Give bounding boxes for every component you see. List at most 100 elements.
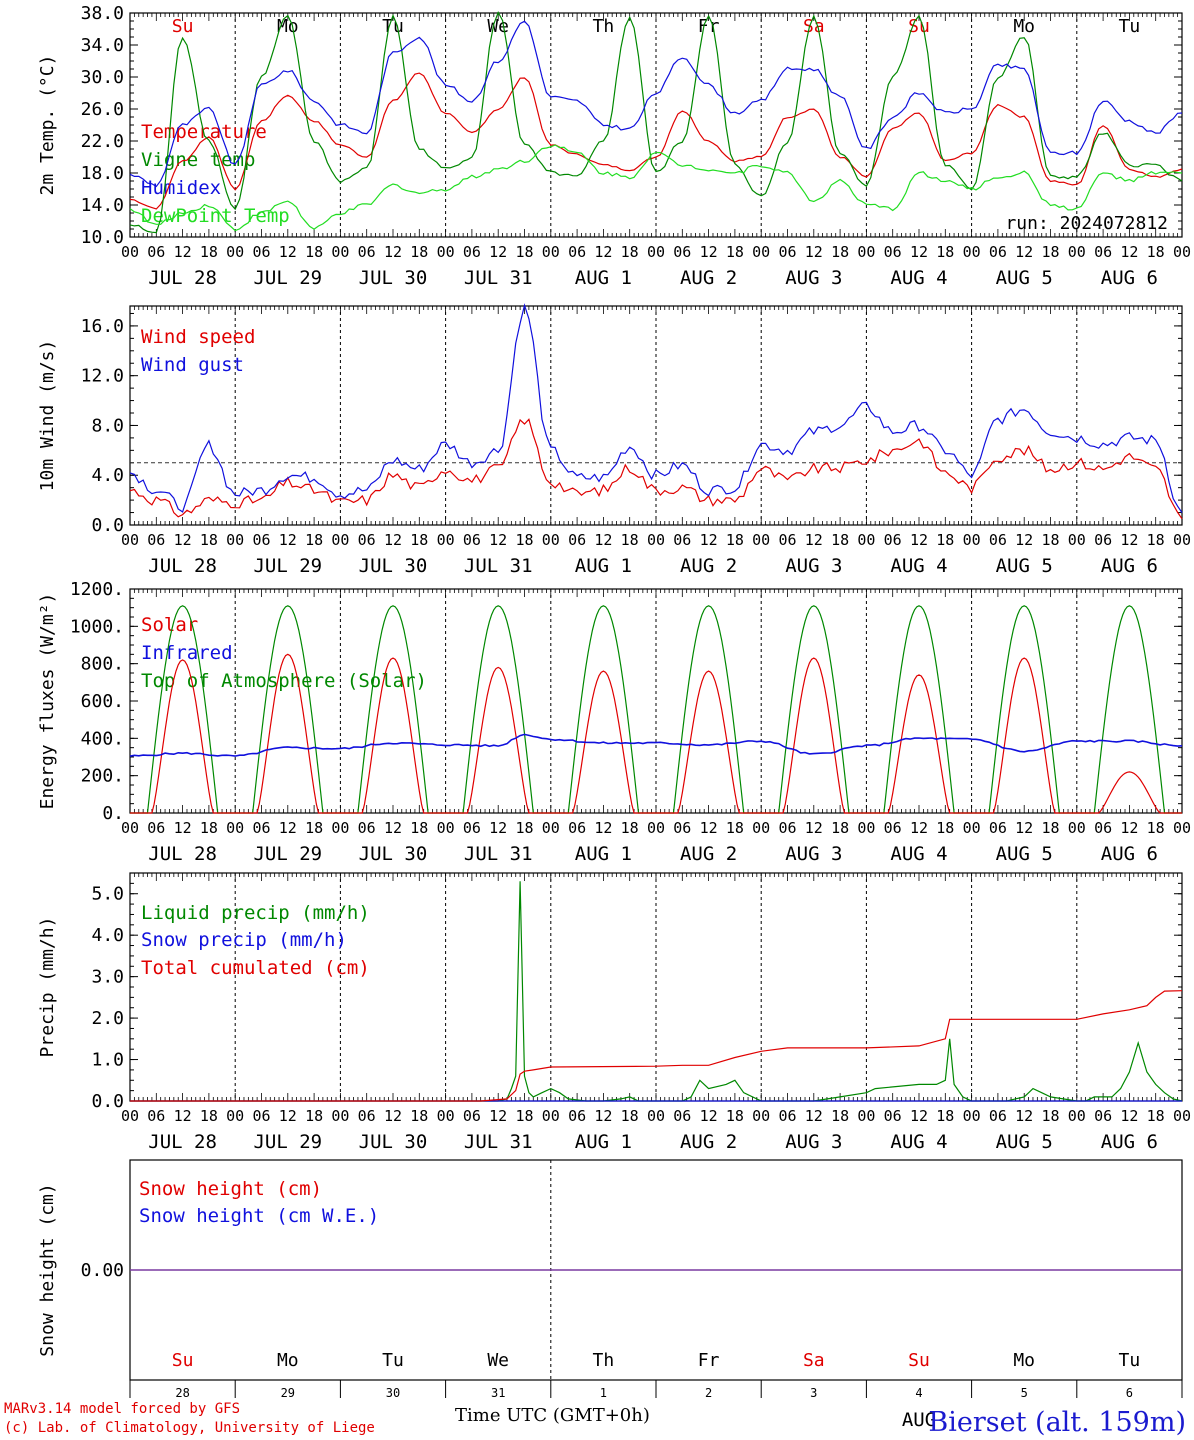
legend-entry: Humidex — [141, 177, 221, 199]
date-label: JUL 29 — [253, 843, 322, 865]
hour-tick-label: 00 — [752, 243, 770, 261]
hour-tick-label: 12 — [384, 243, 402, 261]
y-axis-label: 2m Temp. (°C) — [37, 55, 58, 196]
hour-tick-label: 06 — [1094, 819, 1112, 837]
hour-tick-label: 00 — [331, 1107, 349, 1125]
date-label: AUG 5 — [996, 267, 1053, 289]
hour-tick-label: 00 — [752, 531, 770, 549]
hour-tick-label: 12 — [910, 819, 928, 837]
hour-tick-label: 00 — [1068, 531, 1086, 549]
legend-entry: Snow height (cm) — [139, 1178, 322, 1200]
hour-tick-label: 18 — [831, 531, 849, 549]
y-tick-label: 0.00 — [81, 1260, 124, 1281]
hour-tick-label: 18 — [726, 531, 744, 549]
hour-tick-label: 18 — [410, 531, 428, 549]
hour-tick-label: 00 — [647, 819, 665, 837]
hour-tick-label: 06 — [884, 531, 902, 549]
hour-tick-label: 00 — [1068, 243, 1086, 261]
weekday-label: Mo — [1013, 1350, 1035, 1371]
y-tick-label: 22.0 — [81, 131, 124, 152]
hour-tick-label: 00 — [647, 243, 665, 261]
hour-tick-label: 06 — [884, 1107, 902, 1125]
date-label: AUG 2 — [680, 1131, 737, 1153]
date-label: JUL 30 — [359, 843, 428, 865]
hour-tick-label: 18 — [1041, 243, 1059, 261]
y-tick-label: 1000. — [70, 616, 124, 637]
date-label: AUG 2 — [680, 843, 737, 865]
y-tick-label: 8.0 — [91, 415, 124, 436]
hour-tick-label: 00 — [1068, 1107, 1086, 1125]
y-tick-label: 14.0 — [81, 195, 124, 216]
hour-tick-label: 12 — [1015, 243, 1033, 261]
hour-tick-label: 12 — [910, 243, 928, 261]
series-line-infrared — [129, 733, 1183, 757]
date-label: AUG 1 — [575, 1131, 632, 1153]
hour-tick-label: 06 — [1094, 243, 1112, 261]
y-tick-label: 200. — [81, 766, 124, 787]
hour-tick-label: 12 — [594, 243, 612, 261]
y-tick-label: 3.0 — [91, 967, 124, 988]
y-tick-label: 0. — [102, 803, 124, 824]
hour-tick-label: 12 — [1120, 531, 1138, 549]
hour-tick-label: 00 — [542, 243, 560, 261]
hour-tick-label: 18 — [726, 1107, 744, 1125]
hour-tick-label: 00 — [1068, 819, 1086, 837]
hour-tick-label: 06 — [989, 819, 1007, 837]
panel-3: 0. 200. 400. 600. 800. 1000. 1200. Energy fluxe… — [37, 579, 1191, 865]
hour-tick-label: 06 — [252, 531, 270, 549]
hour-tick-label: 12 — [700, 243, 718, 261]
hour-tick-label: 12 — [1015, 819, 1033, 837]
legend-entry: Infrared — [141, 642, 233, 664]
day-number-label: 6 — [1126, 1386, 1133, 1400]
date-label: AUG 1 — [575, 843, 632, 865]
hour-tick-label: 18 — [831, 243, 849, 261]
hour-tick-label: 18 — [1147, 531, 1165, 549]
hour-tick-label: 18 — [515, 819, 533, 837]
hour-tick-label: 12 — [910, 1107, 928, 1125]
date-label: AUG 1 — [575, 555, 632, 577]
date-label: AUG 4 — [890, 1131, 947, 1153]
hour-tick-label: 00 — [752, 819, 770, 837]
date-label: JUL 28 — [148, 1131, 217, 1153]
hour-tick-label: 18 — [410, 1107, 428, 1125]
date-label: JUL 29 — [253, 1131, 322, 1153]
hour-tick-label: 06 — [568, 243, 586, 261]
hour-tick-label: 00 — [226, 819, 244, 837]
hour-tick-label: 06 — [358, 819, 376, 837]
weekday-label: Fr — [698, 1350, 720, 1371]
hour-tick-label: 18 — [1041, 819, 1059, 837]
hour-tick-label: 00 — [437, 819, 455, 837]
hour-tick-label: 12 — [805, 531, 823, 549]
hour-tick-label: 18 — [726, 243, 744, 261]
hour-tick-label: 00 — [857, 531, 875, 549]
hour-tick-label: 18 — [936, 243, 954, 261]
hour-tick-label: 06 — [358, 243, 376, 261]
date-label: JUL 29 — [253, 267, 322, 289]
hour-tick-label: 00 — [437, 531, 455, 549]
date-label: JUL 30 — [359, 555, 428, 577]
hour-tick-label: 06 — [147, 243, 165, 261]
day-number-label: 2 — [705, 1386, 712, 1400]
hour-tick-label: 00 — [542, 819, 560, 837]
hour-tick-label: 00 — [437, 243, 455, 261]
hour-tick-label: 00 — [542, 1107, 560, 1125]
legend-entry: DewPoint Temp — [141, 205, 290, 227]
hour-tick-label: 12 — [174, 531, 192, 549]
month-label: AUG — [902, 1409, 936, 1431]
hour-tick-label: 12 — [1120, 1107, 1138, 1125]
hour-tick-label: 06 — [568, 1107, 586, 1125]
y-tick-label: 600. — [81, 691, 124, 712]
date-label: AUG 3 — [785, 267, 842, 289]
hour-tick-label: 00 — [331, 243, 349, 261]
hour-tick-label: 12 — [1120, 819, 1138, 837]
hour-tick-label: 12 — [594, 1107, 612, 1125]
series-line-vigne-temp — [129, 10, 1183, 234]
date-label: AUG 3 — [785, 555, 842, 577]
series-line-dewpoint-temp — [129, 144, 1183, 232]
hour-tick-label: 06 — [463, 819, 481, 837]
date-label: AUG 3 — [785, 843, 842, 865]
hour-tick-label: 12 — [384, 1107, 402, 1125]
series-line-solar — [130, 653, 1182, 814]
y-axis-label: Energy fluxes (W/m²) — [37, 593, 58, 810]
